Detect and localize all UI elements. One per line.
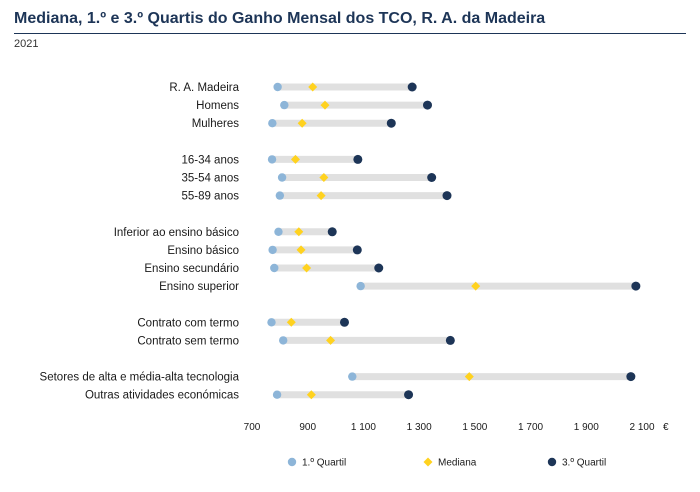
q1-point (268, 119, 277, 128)
range-bars (271, 83, 636, 399)
category-label: Inferior ao ensino básico (114, 227, 239, 239)
median-point (294, 227, 304, 237)
category-label: 16-34 anos (181, 154, 239, 166)
q1-point (267, 155, 277, 164)
q1-point (268, 245, 277, 255)
category-label: Outras atividades económicas (85, 390, 239, 402)
q1-point (348, 372, 357, 381)
median-point (308, 82, 318, 92)
category-label: Mulheres (192, 118, 240, 130)
legend: 1.º Quartil Mediana 3.º Quartil (287, 457, 606, 469)
q3-point (407, 82, 417, 92)
category-label: Homens (196, 100, 239, 112)
q3-point (339, 317, 349, 327)
q3-point (374, 263, 384, 273)
category-labels: R. A. Madeira Homens Mulheres 16-34 anos 35-… (40, 82, 240, 402)
x-tick-label: 700 (244, 422, 261, 433)
x-tick-label: 1 700 (518, 422, 543, 433)
category-label: Setores de alta e média-alta tecnologia (40, 372, 240, 384)
category-label: R. A. Madeira (169, 82, 239, 94)
data-markers (267, 82, 641, 400)
q3-point (353, 154, 363, 164)
q1-point (274, 227, 283, 236)
q3-point (386, 118, 396, 128)
x-tick-label: 1 900 (574, 422, 599, 433)
q1-point (267, 318, 276, 327)
q1-point (280, 100, 289, 110)
x-tick-label: 1 100 (351, 422, 376, 433)
x-tick-label: 2 100 (629, 422, 654, 433)
median-point (297, 118, 307, 128)
category-label: Ensino básico (167, 245, 239, 257)
median-point (286, 317, 296, 327)
legend-marker (547, 457, 557, 467)
q3-point (327, 227, 337, 237)
median-point (306, 390, 316, 400)
chart-title: Mediana, 1.º e 3.º Quartis do Ganho Mens… (14, 10, 546, 27)
q3-point (442, 191, 452, 201)
x-axis-ticks: 700 900 1 100 1 300 1 500 1 700 1 900 2 100 (244, 422, 655, 433)
chart-subtitle: 2021 (14, 38, 39, 50)
q3-point (626, 372, 636, 382)
q1-point (279, 336, 288, 345)
q1-point (272, 390, 282, 399)
legend-label: 3.º Quartil (562, 458, 606, 469)
q1-point (277, 173, 287, 182)
category-label: Ensino secundário (144, 263, 239, 275)
x-tick-label: 900 (299, 422, 316, 433)
median-point (464, 372, 474, 382)
median-point (320, 100, 330, 110)
median-point (471, 281, 481, 291)
legend-label: 1.º Quartil (302, 458, 346, 469)
legend-marker-median (423, 457, 433, 467)
median-point (290, 154, 300, 164)
q3-point (404, 390, 414, 400)
median-point (326, 335, 336, 345)
q3-point (631, 281, 641, 291)
q1-point (270, 263, 279, 273)
median-point (302, 263, 312, 273)
category-label: Ensino superior (159, 281, 239, 293)
category-label: 35-54 anos (181, 173, 239, 185)
median-point (296, 245, 306, 255)
x-tick-label: 1 300 (407, 422, 432, 433)
q1-point (273, 82, 282, 92)
x-tick-label: 1 500 (462, 422, 487, 433)
q1-point (275, 191, 285, 200)
median-point (319, 173, 329, 182)
title-divider (14, 33, 686, 34)
median-point (316, 191, 326, 201)
q3-point (423, 100, 432, 110)
legend-marker (287, 457, 297, 467)
category-label: 55-89 anos (181, 191, 239, 203)
q3-point (352, 245, 362, 255)
q3-point (445, 335, 455, 345)
q1-point (356, 281, 365, 291)
category-label: Contrato com termo (137, 317, 239, 329)
legend-label: Mediana (438, 458, 477, 469)
category-label: Contrato sem termo (137, 335, 239, 347)
x-axis-unit: € (663, 422, 669, 433)
q3-point (427, 173, 437, 182)
